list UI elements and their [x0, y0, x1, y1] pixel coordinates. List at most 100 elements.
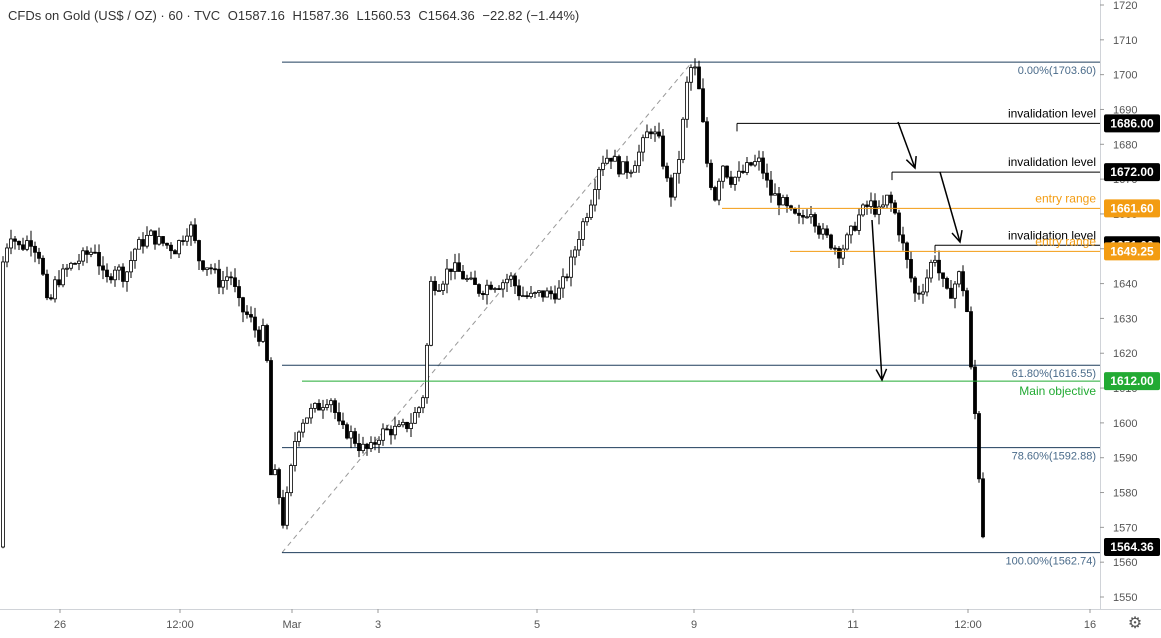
candle-body: [77, 260, 81, 264]
candle-body: [257, 329, 261, 342]
candle-body: [737, 170, 741, 178]
candle-body: [521, 295, 525, 298]
candle-body: [713, 187, 717, 201]
candle-body: [697, 66, 701, 90]
candle-body: [669, 177, 673, 198]
candle-body: [525, 295, 529, 298]
y-tick-label: 1680: [1113, 139, 1137, 151]
candle-body: [45, 273, 49, 299]
y-tick-label: 1570: [1113, 522, 1137, 534]
candle-body: [509, 275, 513, 280]
candle-body: [33, 245, 37, 253]
candle-body: [241, 297, 245, 313]
candle-body: [533, 292, 537, 294]
candle-body: [29, 240, 33, 247]
candle-body: [841, 248, 845, 259]
candle-body: [89, 251, 93, 255]
candle-body: [777, 193, 781, 206]
candle-body: [665, 165, 669, 179]
fib-level-label: 0.00%(1703.60): [1018, 65, 1096, 77]
candle-body: [969, 311, 973, 368]
low-value: L1560.53: [356, 8, 411, 23]
candle-body: [957, 271, 961, 285]
candle-body: [473, 277, 477, 285]
x-tick-label: Mar: [283, 619, 302, 631]
candle-body: [913, 277, 917, 294]
x-tick-label: 5: [534, 619, 540, 631]
candle-body: [481, 293, 485, 296]
candle-body: [405, 421, 409, 429]
candle-body: [917, 292, 921, 295]
candle-body: [297, 431, 301, 442]
symbol-label[interactable]: CFDs on Gold (US$ / OZ) · 60 · TVC: [8, 8, 221, 23]
candle-body: [769, 179, 773, 196]
candle-body: [589, 204, 593, 218]
y-tick-label: 1630: [1113, 313, 1137, 325]
candle-body: [733, 176, 737, 185]
candle-body: [925, 277, 929, 293]
y-tick-label: 1690: [1113, 104, 1137, 116]
fib-level-label: 100.00%(1562.74): [1005, 556, 1096, 568]
candle-body: [801, 215, 805, 218]
candle-body: [129, 260, 133, 273]
candle-body: [281, 497, 285, 526]
candle-body: [689, 67, 693, 83]
candle-body: [309, 407, 313, 419]
candle-body: [861, 204, 865, 216]
candle-body: [565, 276, 569, 279]
candle-body: [981, 478, 985, 538]
candle-body: [349, 431, 353, 439]
candle-body: [781, 197, 785, 206]
candle-body: [837, 248, 841, 259]
candle-body: [65, 267, 69, 270]
candle-body: [585, 217, 589, 223]
candle-body: [681, 118, 685, 160]
candle-body: [433, 280, 437, 291]
candle-body: [741, 170, 745, 173]
x-tick-label: 16: [1084, 619, 1096, 631]
candle-body: [457, 262, 461, 272]
candle-body: [217, 268, 221, 288]
candle-body: [829, 234, 833, 249]
price-tag-text: 1612.00: [1110, 374, 1154, 388]
candle-body: [221, 280, 225, 288]
candle-body: [341, 420, 345, 426]
gear-icon[interactable]: ⚙: [1128, 615, 1142, 632]
candle-body: [209, 267, 213, 270]
candle-body: [181, 240, 185, 242]
candle-body: [289, 465, 293, 494]
candle-body: [449, 268, 453, 272]
candle-body: [261, 325, 265, 342]
candle-body: [53, 279, 57, 300]
candle-body: [337, 412, 341, 422]
candle-body: [489, 284, 493, 290]
candle-body: [285, 492, 289, 526]
candle-body: [909, 259, 913, 279]
candle-body: [117, 266, 121, 271]
candle-body: [937, 259, 941, 274]
candle-body: [965, 290, 969, 313]
candle-body: [757, 157, 761, 162]
candle-body: [593, 189, 597, 206]
candle-body: [57, 279, 61, 286]
candle-body: [333, 400, 337, 413]
candle-body: [705, 121, 709, 164]
fib-level-label: 61.80%(1616.55): [1012, 368, 1096, 380]
candle-body: [293, 441, 297, 466]
last-price-text: 1564.36: [1110, 540, 1154, 554]
y-tick-label: 1700: [1113, 70, 1137, 82]
candle-body: [141, 239, 145, 247]
candle-body: [329, 400, 333, 406]
y-tick-label: 1720: [1113, 0, 1137, 12]
candle-body: [633, 165, 637, 173]
candle-body: [497, 288, 501, 290]
candle-body: [37, 251, 41, 259]
candle-body: [5, 247, 9, 263]
candle-body: [941, 272, 945, 279]
candle-body: [869, 200, 873, 207]
price-axis-panel[interactable]: [1100, 0, 1161, 633]
candle-body: [177, 240, 181, 255]
candle-body: [1, 261, 5, 548]
